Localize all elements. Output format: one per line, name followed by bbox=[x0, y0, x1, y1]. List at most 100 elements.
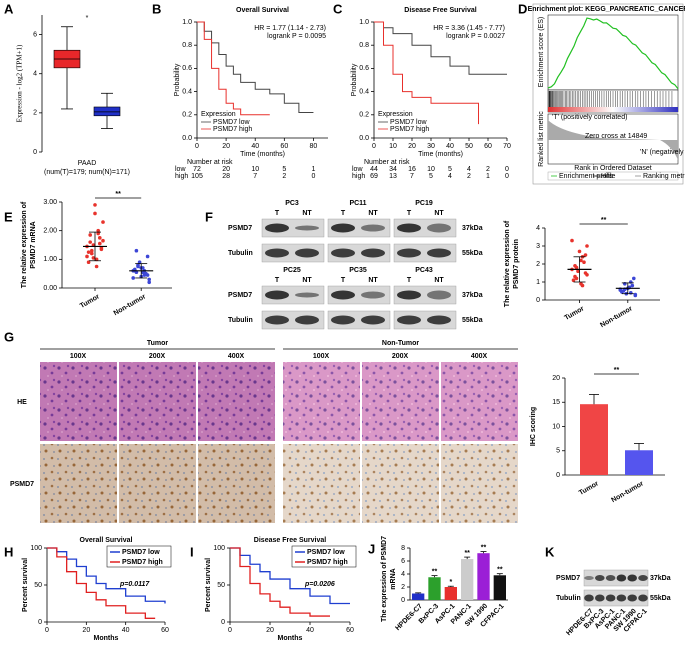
panel-letter: C bbox=[333, 1, 343, 16]
panel-letter: H bbox=[4, 544, 13, 559]
risk-title: Number at risk bbox=[364, 159, 410, 166]
lane-label: T bbox=[341, 277, 346, 284]
dot bbox=[88, 233, 92, 237]
sample-label: PC25 bbox=[283, 267, 301, 274]
micrograph bbox=[119, 444, 196, 523]
band bbox=[616, 594, 627, 602]
panel-letter: F bbox=[205, 209, 213, 224]
risk-value: 4 bbox=[467, 166, 471, 173]
panel-letter: I bbox=[190, 544, 194, 559]
x-tick-label: 10 bbox=[389, 143, 397, 150]
blot bbox=[393, 218, 457, 238]
x-tick-label: Tumor bbox=[564, 305, 586, 322]
risk-value: 7 bbox=[410, 173, 414, 180]
significance: ** bbox=[614, 367, 620, 374]
risk-value: 0 bbox=[311, 173, 315, 180]
legend-label: Ranking metric scores bbox=[643, 173, 685, 180]
dot bbox=[147, 280, 151, 285]
bar bbox=[493, 575, 506, 600]
lane-label: NT bbox=[302, 277, 312, 284]
logrank: logrank P = 0.0095 bbox=[267, 33, 326, 40]
axis-label: The relative expression of bbox=[504, 220, 511, 307]
micrograph bbox=[441, 444, 518, 523]
band bbox=[361, 248, 385, 258]
dot bbox=[583, 253, 588, 257]
chart-title: Overall Survival bbox=[80, 537, 133, 544]
band bbox=[616, 574, 627, 582]
hazard-ratio: HR = 1.77 (1.14 - 2.73) bbox=[254, 25, 326, 32]
box bbox=[93, 106, 121, 117]
bar bbox=[461, 559, 474, 600]
legend-title: Expression bbox=[378, 111, 413, 118]
risk-value: 2 bbox=[282, 173, 286, 180]
band bbox=[361, 291, 385, 299]
dot bbox=[137, 260, 142, 265]
risk-value: 69 bbox=[370, 173, 378, 180]
bar bbox=[412, 593, 425, 600]
y-tick-label: 0 bbox=[33, 149, 37, 156]
dot bbox=[86, 260, 91, 265]
blot bbox=[327, 310, 391, 330]
risk-value: 34 bbox=[389, 166, 397, 173]
lane-label: T bbox=[341, 210, 346, 217]
lane-label: NT bbox=[368, 277, 378, 284]
size-label: 55kDa bbox=[650, 595, 671, 602]
axis-label: Ranked list metric bbox=[538, 111, 545, 167]
micrograph-tint bbox=[40, 362, 117, 441]
risk-row-label: high bbox=[352, 173, 365, 180]
y-tick-label: 0.2 bbox=[182, 112, 192, 119]
band bbox=[584, 576, 594, 580]
sample-label: PC35 bbox=[349, 267, 367, 274]
survival-curve bbox=[47, 547, 156, 619]
legend-label: PSMD7 high bbox=[307, 559, 348, 566]
y-tick-label: 0.0 bbox=[359, 135, 369, 142]
micrograph-tint bbox=[40, 444, 117, 523]
legend-label: Hits bbox=[601, 173, 614, 180]
y-tick-label: 0.6 bbox=[359, 65, 369, 72]
band bbox=[331, 248, 355, 258]
y-tick-label: 100 bbox=[30, 545, 42, 552]
axis-label: The expression of PSMD7 bbox=[381, 536, 388, 622]
sample-label: PC11 bbox=[349, 200, 366, 207]
band bbox=[265, 223, 289, 233]
significance: ** bbox=[601, 217, 607, 224]
dot bbox=[576, 269, 580, 274]
risk-value: 5 bbox=[282, 166, 286, 173]
blot bbox=[327, 243, 391, 263]
survival-curve bbox=[47, 547, 166, 604]
axis-label: Months bbox=[94, 635, 119, 642]
x-tick-label: 0 bbox=[228, 627, 232, 634]
micrograph bbox=[362, 444, 439, 523]
micrograph-tint bbox=[198, 444, 275, 523]
y-tick-label: 0.0 bbox=[182, 135, 192, 142]
band bbox=[331, 290, 355, 300]
risk-value: 10 bbox=[427, 166, 435, 173]
legend-label: Enrichment profile bbox=[559, 173, 616, 180]
legend-label: PSMD7 low bbox=[390, 119, 428, 126]
micrograph-tint bbox=[441, 444, 518, 523]
y-tick-label: 10 bbox=[552, 423, 560, 430]
axis-label: The relative expression of bbox=[21, 201, 28, 288]
y-tick-label: 2 bbox=[536, 261, 540, 268]
band bbox=[397, 315, 421, 325]
x-tick-label: 0 bbox=[45, 627, 49, 634]
risk-value: 16 bbox=[408, 166, 416, 173]
legend-frame bbox=[106, 545, 172, 568]
magnification-label: 200X bbox=[392, 353, 409, 360]
risk-value: 5 bbox=[429, 173, 433, 180]
chart-title: Overall Survival bbox=[236, 7, 289, 14]
panel-letter: D bbox=[518, 1, 527, 16]
chart-title: Enrichment plot: KEGG_PANCREATIC_CANCER bbox=[528, 6, 685, 13]
row-label: PSMD7 bbox=[228, 292, 252, 299]
panel-letter: K bbox=[545, 544, 555, 559]
significance: * bbox=[449, 579, 452, 586]
magnification-label: 100X bbox=[313, 353, 330, 360]
lane-label: NT bbox=[368, 210, 378, 217]
dot bbox=[101, 238, 105, 243]
band bbox=[397, 290, 421, 300]
dot bbox=[98, 236, 102, 240]
sample-label: PC43 bbox=[415, 267, 433, 274]
y-tick-label: 3.00 bbox=[43, 199, 57, 206]
micrograph-tint bbox=[283, 444, 360, 523]
x-tick-label: 70 bbox=[503, 143, 511, 150]
